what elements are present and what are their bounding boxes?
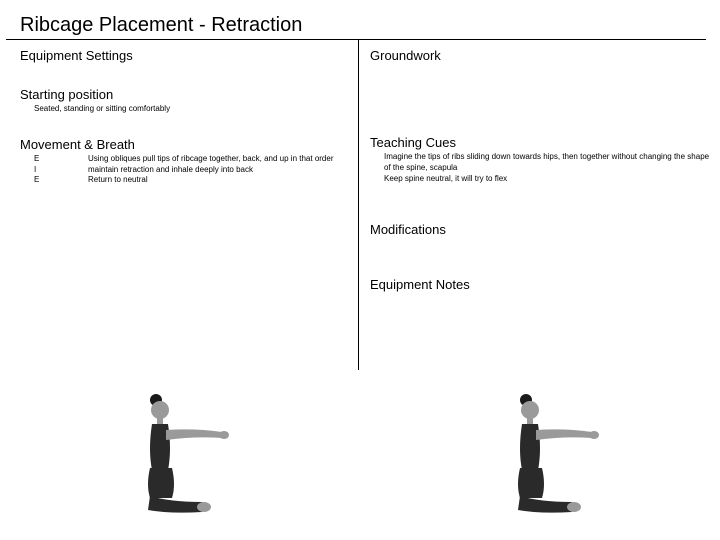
movement-step-text: Return to neutral <box>70 175 360 186</box>
modifications-heading: Modifications <box>370 222 710 237</box>
pose-figure-left <box>110 390 240 530</box>
movement-step-key: E <box>34 154 70 165</box>
groundwork-heading: Groundwork <box>370 48 710 63</box>
right-column: Groundwork Teaching Cues Imagine the tip… <box>360 40 710 294</box>
movement-step-key: E <box>34 175 70 186</box>
left-column: Equipment Settings Starting position Sea… <box>0 40 360 294</box>
teaching-cue: Keep spine neutral, it will try to flex <box>384 174 710 185</box>
movement-step-text: Using obliques pull tips of ribcage toge… <box>70 154 360 165</box>
starting-position-text: Seated, standing or sitting comfortably <box>34 104 360 115</box>
page-title: Ribcage Placement - Retraction <box>6 0 706 40</box>
movement-breath-heading: Movement & Breath <box>20 137 360 152</box>
content-columns: Equipment Settings Starting position Sea… <box>0 40 720 294</box>
pose-figure-right <box>480 390 610 530</box>
equipment-settings-heading: Equipment Settings <box>20 48 360 63</box>
starting-position-heading: Starting position <box>20 87 360 102</box>
movement-step-key: I <box>34 165 70 176</box>
teaching-cues-heading: Teaching Cues <box>370 135 710 150</box>
teaching-cue: Imagine the tips of ribs sliding down to… <box>384 152 710 174</box>
equipment-notes-heading: Equipment Notes <box>370 277 710 292</box>
movement-step: I maintain retraction and inhale deeply … <box>34 165 360 176</box>
movement-step: E Using obliques pull tips of ribcage to… <box>34 154 360 165</box>
movement-step-text: maintain retraction and inhale deeply in… <box>70 165 360 176</box>
movement-step: E Return to neutral <box>34 175 360 186</box>
